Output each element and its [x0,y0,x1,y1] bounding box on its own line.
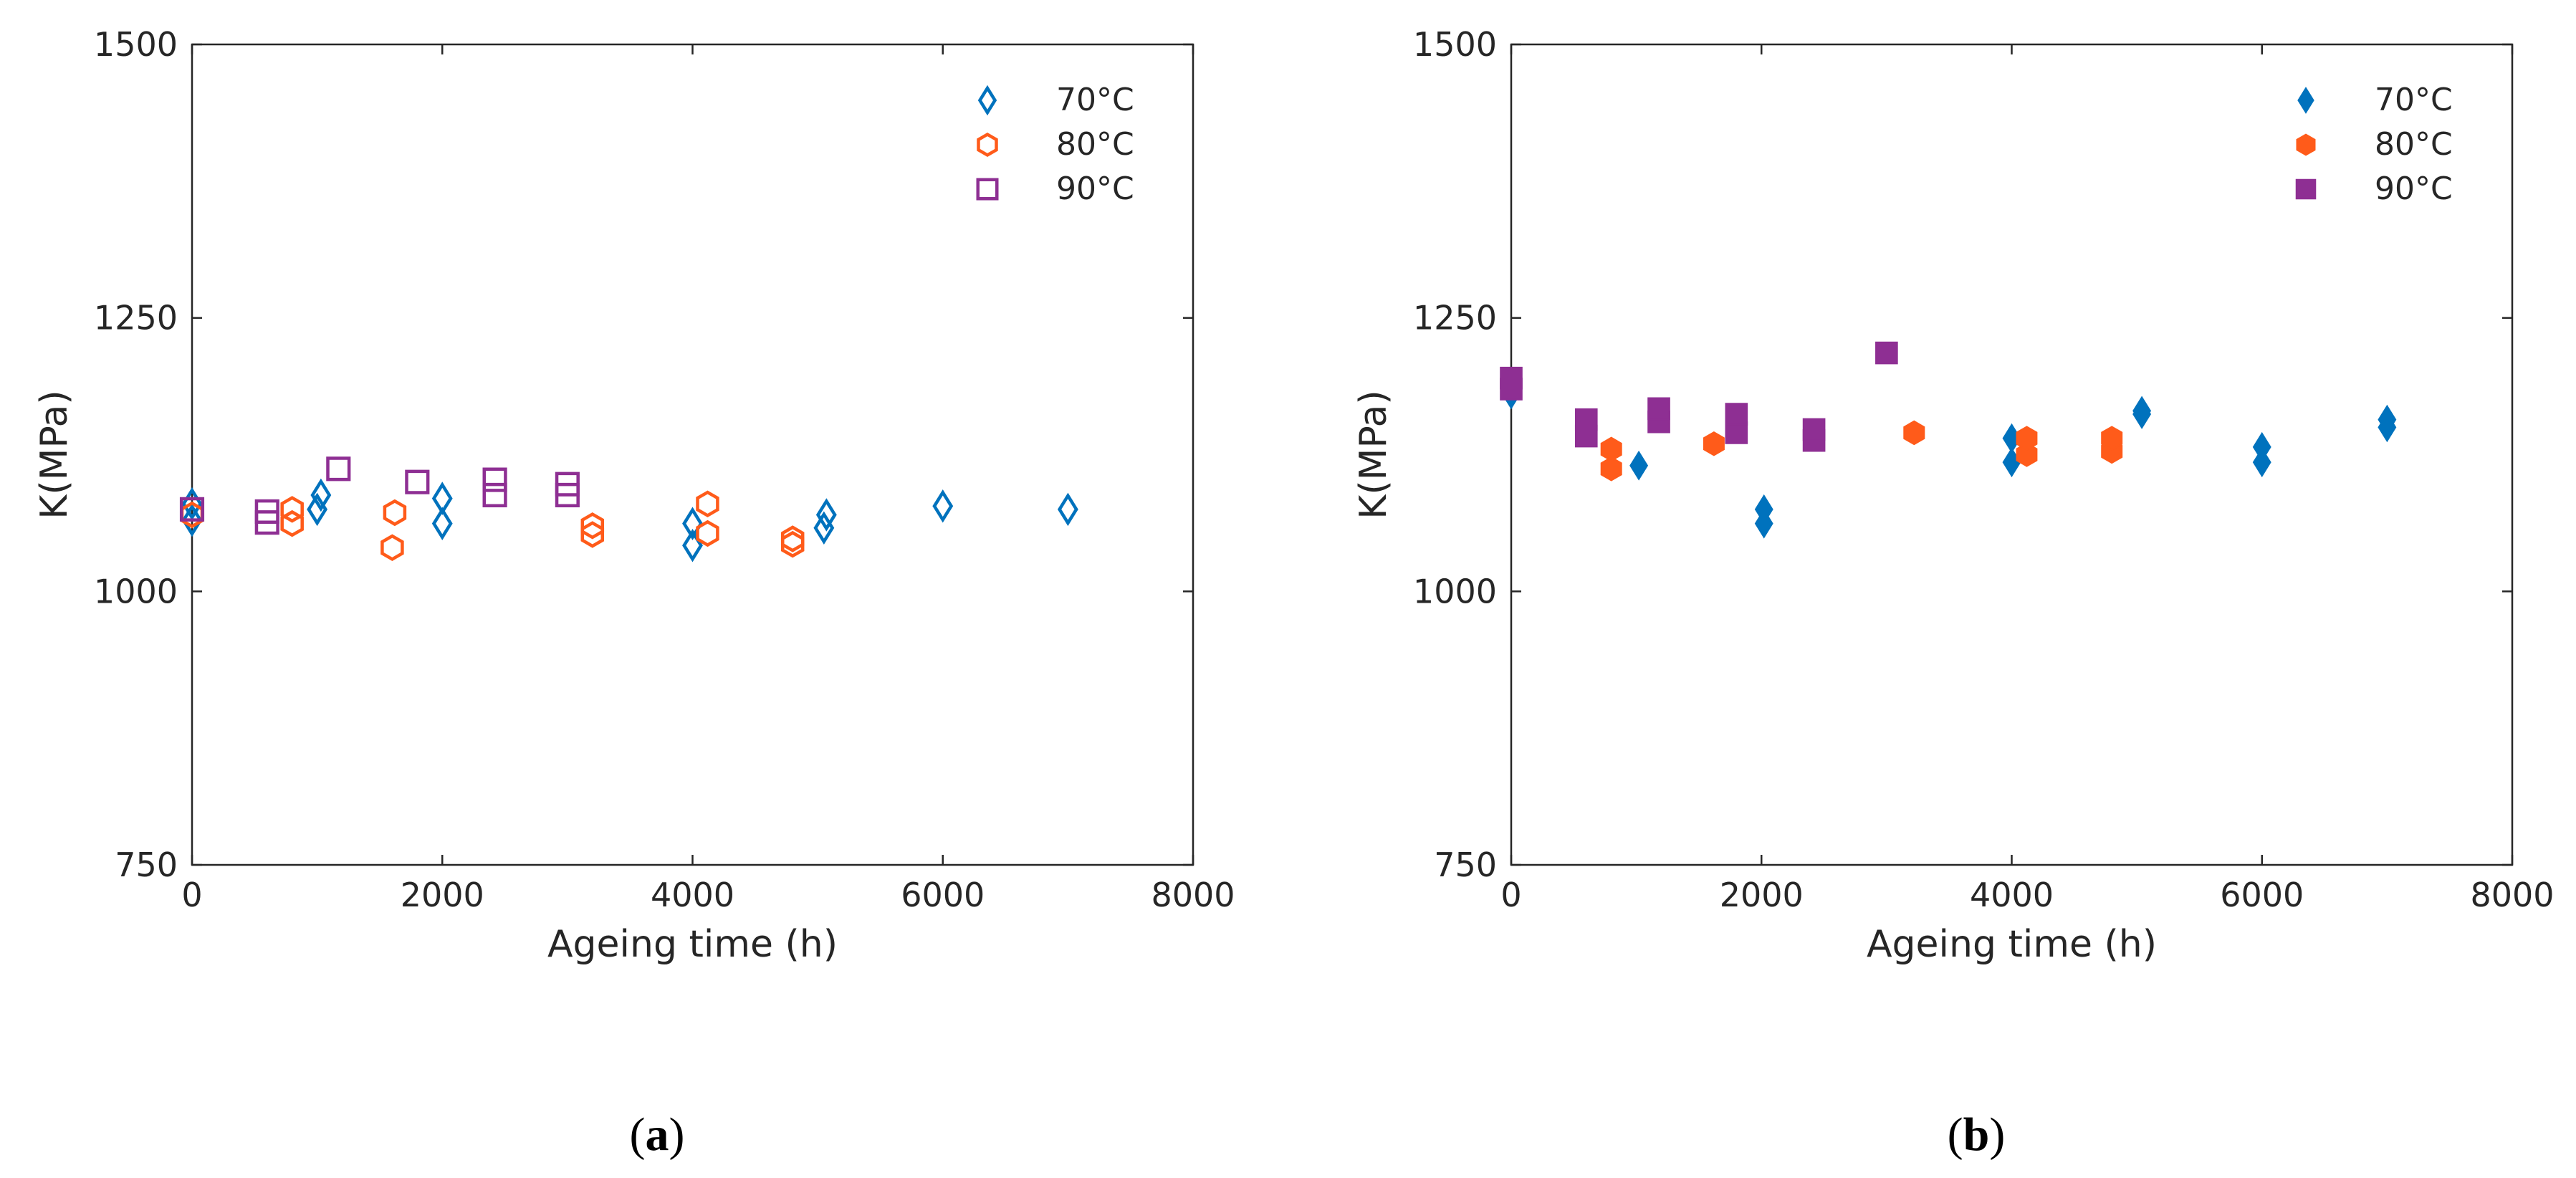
legend-marker [2296,133,2316,156]
y-axis-label: K(MPa) [33,390,76,519]
data-point [431,482,453,515]
data-point [1600,456,1622,482]
caption-open: ( [630,1108,646,1161]
caption-open: ( [1948,1108,1963,1161]
series-80°C [1600,420,2123,482]
caption-letter: a [646,1108,669,1161]
data-point [254,499,279,524]
data-point [2016,426,2038,451]
x-axis-label: Ageing time (h) [1867,923,2157,966]
legend-marker [976,178,999,201]
y-tick-label: 750 [1434,846,1497,884]
data-point [2252,447,2271,478]
y-tick-label: 750 [115,846,178,884]
x-tick-label: 0 [1500,876,1521,914]
y-tick-label: 1250 [1413,299,1497,337]
series-70°C [1502,379,2397,539]
x-tick-label: 8000 [1151,876,1235,914]
data-point [431,507,453,540]
y-tick-label: 1250 [94,299,178,337]
data-point [310,478,332,512]
legend-label: 90°C [1056,171,1134,207]
data-point [1057,492,1078,527]
data-point [2101,426,2123,451]
panel-b: 0 2000 4000 6000 8000 750 1000 1250 1500 Ageing t… [1352,25,2555,1161]
data-point [1600,436,1622,462]
x-axis-label: Ageing time (h) [547,923,838,966]
data-point [380,534,404,561]
data-point [1500,366,1523,390]
data-point [696,519,719,547]
y-tick-label: 1500 [94,25,178,64]
x-tick-label: 6000 [901,876,985,914]
y-axis-label: K(MPa) [1352,390,1395,519]
data-point [383,499,407,527]
legend-marker [977,85,997,116]
x-tick-label: 2000 [401,876,484,914]
series-90°C [179,456,580,535]
data-point [254,510,279,535]
legend-label: 80°C [1056,126,1134,163]
panel-caption: (b) [1948,1108,2006,1161]
x-tick-label: 6000 [2220,876,2304,914]
caption-close: ) [669,1108,685,1161]
data-point [1903,420,1925,446]
data-point [2016,442,2038,467]
y-tick-label: 1000 [94,572,178,610]
data-point [181,503,203,537]
legend-label: 70°C [2375,82,2453,118]
plot-area [191,43,1194,866]
legend-label: 90°C [2375,171,2453,207]
data-point [179,497,205,522]
data-point [482,467,507,492]
data-point [280,496,304,523]
legend-marker [2297,87,2314,114]
data-point [555,471,580,497]
y-tick-label: 1000 [1413,572,1497,610]
panel-a: 0 2000 4000 6000 8000 750 1000 1250 1500 Ageing t… [33,25,1235,1161]
data-point [815,498,837,532]
caption-letter: b [1963,1108,1990,1161]
y-tick-label: 1500 [1413,25,1497,64]
legend-label: 80°C [2375,126,2453,163]
data-point [1629,450,1649,481]
data-point [280,509,304,537]
data-point [2132,396,2152,426]
data-point [580,512,605,540]
caption-close: ) [1989,1108,2005,1161]
x-tick-label: 0 [181,876,202,914]
data-point [482,482,507,508]
legend-marker [2295,178,2317,200]
data-point [780,525,805,552]
x-tick-label: 2000 [1720,876,1804,914]
data-point [405,469,430,494]
x-tick-label: 4000 [1970,876,2054,914]
data-point [2252,431,2271,462]
x-tick-label: 8000 [2470,876,2554,914]
data-point [326,456,351,482]
data-point [1875,341,1898,365]
data-point [1647,397,1670,421]
data-point [555,482,580,508]
data-point [1725,403,1748,426]
data-point [1703,431,1725,456]
data-point [682,507,703,540]
x-tick-label: 4000 [651,876,734,914]
legend-marker [977,133,998,157]
series-90°C [1500,341,1898,452]
data-point [932,489,954,523]
data-point [2378,404,2397,435]
data-point [1754,494,1773,525]
panel-caption: (a) [630,1108,685,1161]
legend: 70°C 80°C 90°C [976,82,1134,207]
data-point [1574,408,1598,431]
legend: 70°C 80°C 90°C [2295,82,2453,207]
data-point [696,490,719,518]
legend-label: 70°C [1056,82,1134,118]
data-point [1802,418,1826,441]
